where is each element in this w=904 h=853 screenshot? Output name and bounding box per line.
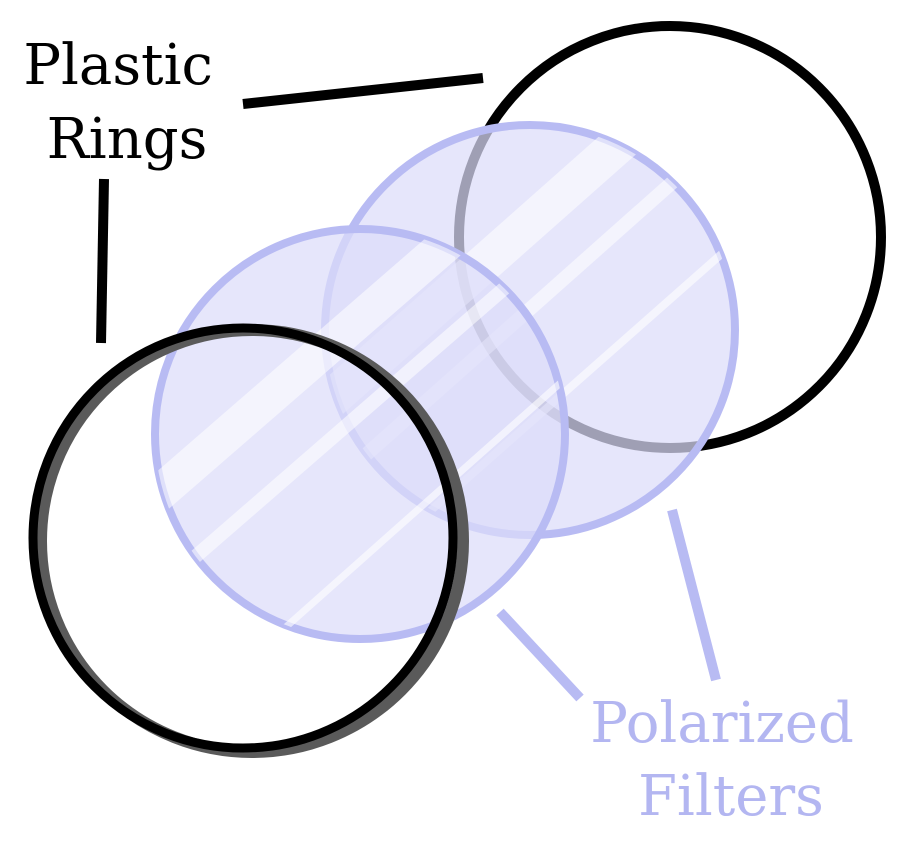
polarized-filters-leader-left [496,608,584,702]
plastic-ring-front [28,323,469,758]
plastic-rings-label-line-1: Plastic [23,33,213,98]
polarized-filters-label-line-1: Polarized [590,691,854,756]
plastic-rings-label-line-2: Rings [47,107,208,172]
plastic-rings-label: Plastic Rings [23,33,230,172]
plastic-rings-leader-left [96,178,109,344]
polarized-filters-label: Polarized Filters [590,691,871,829]
plastic-rings-leader-top [242,73,484,109]
polarized-filters-label-line-2: Filters [638,764,824,829]
polarized-filters-leader-right [667,508,721,682]
